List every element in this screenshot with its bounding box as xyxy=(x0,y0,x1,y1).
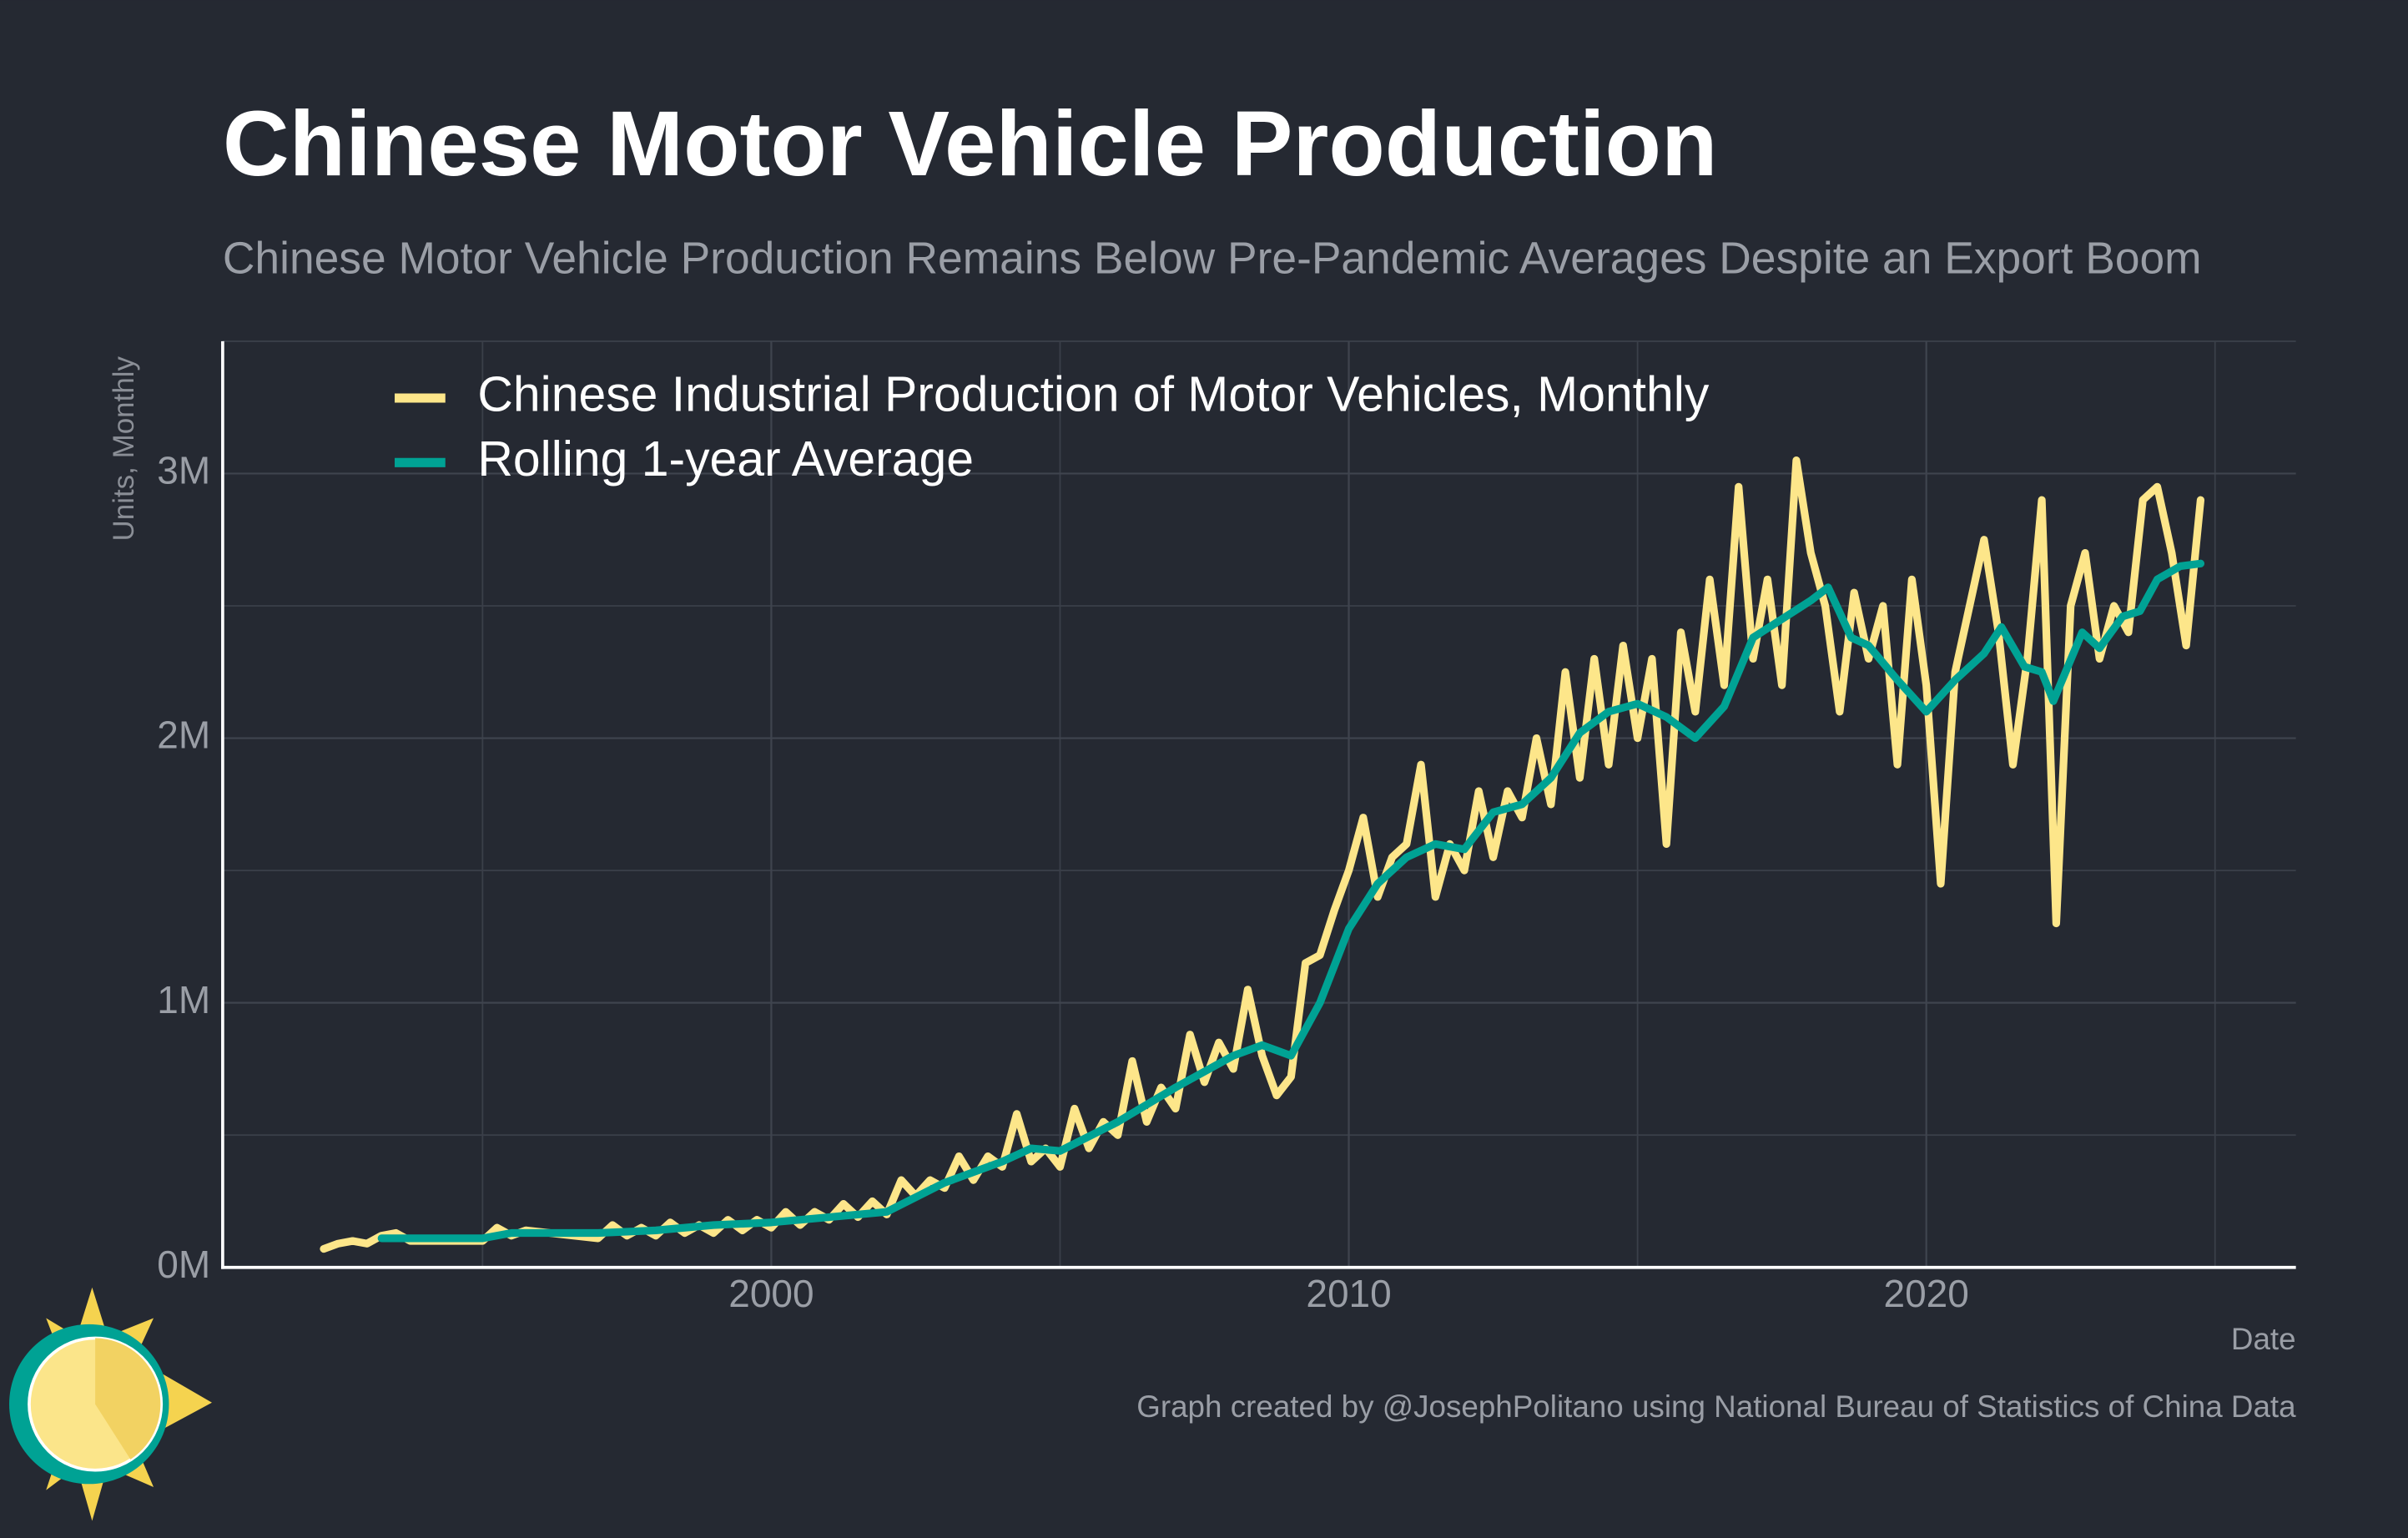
series-line xyxy=(377,559,2205,1243)
x-tick-label: 2010 xyxy=(1306,1272,1391,1315)
caption: Graph created by @JosephPolitano using N… xyxy=(1136,1389,2296,1424)
y-tick-label: 3M xyxy=(157,449,210,492)
x-tick-label: 2000 xyxy=(728,1272,814,1315)
legend-label: Rolling 1-year Average xyxy=(477,432,974,487)
y-tick-label: 2M xyxy=(157,714,210,757)
x-axis-label: Date xyxy=(2231,1322,2296,1356)
legend-label: Chinese Industrial Production of Motor V… xyxy=(477,368,1709,422)
chart-subtitle: Chinese Motor Vehicle Production Remains… xyxy=(223,234,2202,283)
y-tick-label: 0M xyxy=(157,1243,210,1286)
x-tick-label: 2020 xyxy=(1884,1272,1969,1315)
y-tick-label: 1M xyxy=(157,978,210,1021)
logo xyxy=(9,1287,212,1521)
y-axis-label: Units, Monthly xyxy=(108,356,140,541)
chart-title: Chinese Motor Vehicle Production xyxy=(223,93,1718,195)
plot-area: 0M 1M 2M 3M 2000 2010 2020 Chinese Industrial P… xyxy=(157,340,2296,1315)
